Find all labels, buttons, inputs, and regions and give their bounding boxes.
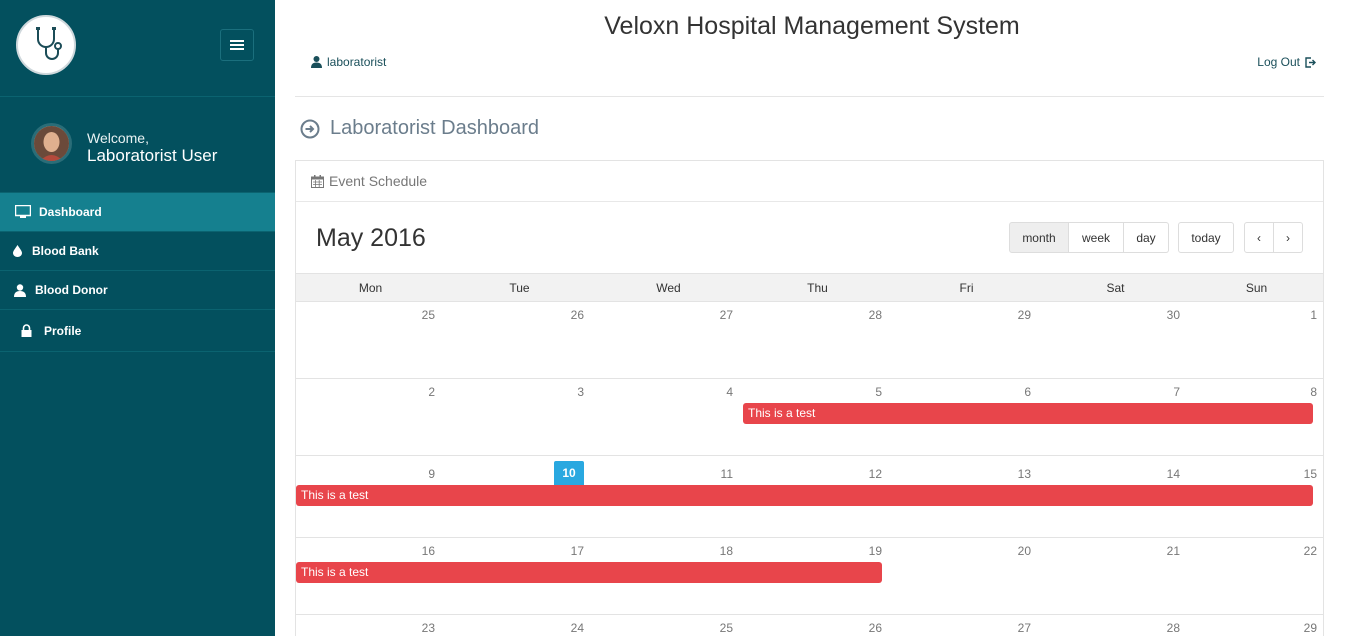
next-month-button[interactable]: › (1274, 222, 1303, 253)
calendar-icon (311, 174, 324, 188)
user-icon (311, 56, 322, 68)
month-view-button[interactable]: month (1009, 222, 1069, 253)
monitor-icon (15, 205, 31, 219)
day-number[interactable]: 27 (1017, 621, 1031, 635)
day-number[interactable]: 16 (421, 544, 435, 558)
hamburger-icon (230, 40, 244, 50)
nav-buttons: ‹ › (1244, 222, 1303, 253)
day-number[interactable]: 26 (868, 621, 882, 635)
sidebar-item-blood-bank[interactable]: Blood Bank (0, 232, 275, 271)
sidebar-item-dashboard[interactable]: Dashboard (0, 193, 275, 232)
user-link[interactable]: laboratorist (311, 55, 386, 69)
sidebar-item-profile[interactable]: Profile (0, 310, 275, 352)
day-of-week-label: Tue (509, 281, 530, 295)
sidebar-item-label: Dashboard (39, 205, 102, 219)
day-number[interactable]: 28 (1166, 621, 1180, 635)
calendar-day-header: Mon Tue Wed Thu Fri Sat Sun (296, 273, 1323, 302)
prev-month-button[interactable]: ‹ (1244, 222, 1274, 253)
day-number-today[interactable]: 10 (554, 461, 584, 485)
logout-label: Log Out (1257, 55, 1300, 69)
avatar (31, 123, 72, 164)
day-number[interactable]: 27 (719, 308, 733, 322)
day-number[interactable]: 9 (428, 467, 435, 481)
week-view-button[interactable]: week (1069, 222, 1124, 253)
sign-out-icon (1305, 56, 1316, 68)
header-divider (295, 96, 1324, 97)
day-number[interactable]: 28 (868, 308, 882, 322)
day-number[interactable]: 14 (1166, 467, 1180, 481)
calendar-week-row: 23 24 25 26 27 28 29 (296, 615, 1323, 636)
day-number[interactable]: 12 (868, 467, 882, 481)
day-number[interactable]: 8 (1310, 385, 1317, 399)
day-number[interactable]: 22 (1303, 544, 1317, 558)
calendar-title: May 2016 (316, 224, 426, 252)
day-number[interactable]: 4 (726, 385, 733, 399)
day-of-week-label: Mon (358, 281, 383, 295)
user-icon (14, 283, 26, 297)
day-number[interactable]: 29 (1017, 308, 1031, 322)
sidebar-item-blood-donor[interactable]: Blood Donor (0, 271, 275, 310)
day-number[interactable]: 23 (421, 621, 435, 635)
day-view-button[interactable]: day (1124, 222, 1169, 253)
day-number[interactable]: 6 (1024, 385, 1031, 399)
calendar-week-row: 16 17 18 19 20 21 22 This is a test (296, 538, 1323, 615)
drop-icon (12, 245, 22, 257)
day-of-week-label: Wed (656, 281, 681, 295)
day-number[interactable]: 19 (868, 544, 882, 558)
day-number[interactable]: 21 (1166, 544, 1180, 558)
calendar-event[interactable]: This is a test (296, 485, 1313, 506)
calendar-week-row: 25 26 27 28 29 30 1 (296, 302, 1323, 379)
day-number[interactable]: 26 (570, 308, 584, 322)
day-number[interactable]: 3 (577, 385, 584, 399)
sidebar-item-label: Blood Bank (32, 244, 99, 258)
welcome-text: Welcome, (87, 130, 149, 146)
day-number[interactable]: 13 (1017, 467, 1031, 481)
app-title: Veloxn Hospital Management System (604, 12, 1020, 40)
day-number[interactable]: 30 (1166, 308, 1180, 322)
day-number[interactable]: 5 (875, 385, 882, 399)
lock-icon (20, 324, 32, 337)
day-number[interactable]: 25 (421, 308, 435, 322)
sidebar: Welcome, Laboratorist User Dashboard Blo… (0, 0, 275, 636)
view-switcher: month week day (1009, 222, 1169, 253)
day-number[interactable]: 7 (1173, 385, 1180, 399)
calendar-event[interactable]: This is a test (743, 403, 1313, 424)
day-number[interactable]: 25 (719, 621, 733, 635)
page-title: Laboratorist Dashboard (300, 117, 539, 140)
day-of-week-label: Sun (1245, 281, 1268, 295)
day-number[interactable]: 15 (1303, 467, 1317, 481)
stethoscope-logo-icon (16, 15, 76, 75)
day-number[interactable]: 1 (1310, 308, 1317, 322)
day-number[interactable]: 24 (570, 621, 584, 635)
day-number[interactable]: 2 (428, 385, 435, 399)
sidebar-divider (0, 96, 275, 97)
page-title-text: Laboratorist Dashboard (330, 117, 540, 139)
day-of-week-label: Thu (807, 281, 828, 295)
arrow-circle-right-icon (300, 119, 320, 138)
day-number[interactable]: 18 (719, 544, 733, 558)
panel-heading-text: Event Schedule (329, 173, 428, 189)
day-of-week-label: Sat (1106, 281, 1125, 295)
panel-heading: Event Schedule (296, 161, 1323, 202)
calendar-week-row: 2 3 4 5 6 7 8 This is a test (296, 379, 1323, 456)
day-number[interactable]: 17 (570, 544, 584, 558)
calendar-week-row: 9 10 11 12 13 14 15 This is a test (296, 456, 1323, 538)
logout-link[interactable]: Log Out (1257, 55, 1316, 69)
day-of-week-label: Fri (959, 281, 974, 295)
today-button[interactable]: today (1178, 222, 1234, 253)
day-number[interactable]: 29 (1303, 621, 1317, 635)
day-number[interactable]: 11 (720, 467, 733, 481)
menu-toggle-button[interactable] (220, 29, 254, 61)
user-name: Laboratorist User (87, 146, 218, 165)
sidebar-item-label: Blood Donor (35, 283, 108, 297)
user-link-label: laboratorist (327, 55, 387, 69)
sidebar-divider (0, 192, 275, 193)
day-number[interactable]: 20 (1017, 544, 1031, 558)
calendar-event[interactable]: This is a test (296, 562, 882, 583)
sidebar-item-label: Profile (44, 323, 82, 338)
event-schedule-panel: Event Schedule May 2016 month week day t… (295, 160, 1324, 636)
